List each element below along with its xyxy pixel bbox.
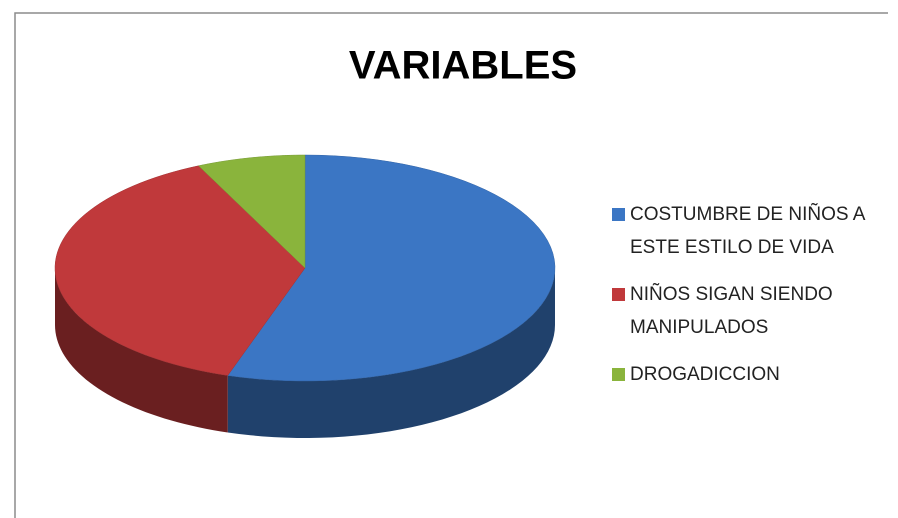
legend-swatch [612,288,625,301]
legend-item: DROGADICCION [612,358,892,391]
slice-side [227,268,555,438]
legend-label: DROGADICCION [630,364,780,385]
legend-label: COSTUMBRE DE NIÑOS A ESTE ESTILO DE VIDA [630,204,865,258]
chart-title: VARIABLES [349,44,577,88]
slice [54,165,306,376]
legend-swatch [612,368,625,381]
legend-item: NIÑOS SIGAN SIENDO MANIPULADOS [612,278,892,344]
slice [198,154,306,269]
slice-side [55,268,228,433]
legend-item: COSTUMBRE DE NIÑOS A ESTE ESTILO DE VIDA [612,198,892,264]
legend: COSTUMBRE DE NIÑOS A ESTE ESTILO DE VIDA… [612,198,892,405]
legend-label: NIÑOS SIGAN SIENDO MANIPULADOS [630,284,833,338]
legend-swatch [612,208,625,221]
slice [227,154,556,382]
chart-frame [14,12,888,518]
